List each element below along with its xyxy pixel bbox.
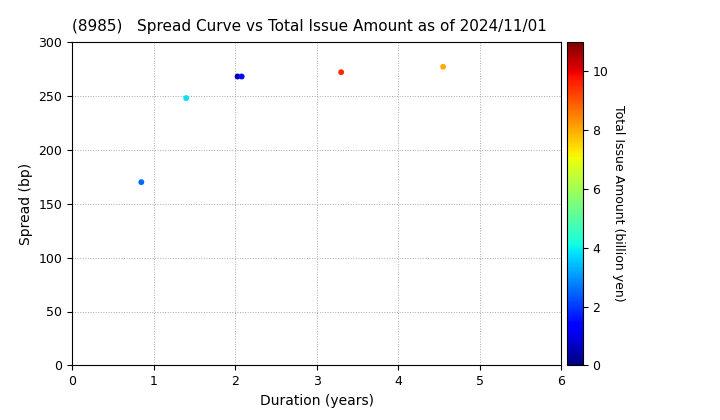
Text: (8985)   Spread Curve vs Total Issue Amount as of 2024/11/01: (8985) Spread Curve vs Total Issue Amoun… <box>72 19 547 34</box>
Point <box>236 73 248 80</box>
Y-axis label: Total Issue Amount (billion yen): Total Issue Amount (billion yen) <box>612 105 625 302</box>
Point <box>232 73 243 80</box>
Point <box>437 63 449 70</box>
Y-axis label: Spread (bp): Spread (bp) <box>19 163 33 245</box>
Point <box>135 179 147 186</box>
Point <box>336 69 347 76</box>
X-axis label: Duration (years): Duration (years) <box>260 394 374 408</box>
Point <box>181 94 192 101</box>
